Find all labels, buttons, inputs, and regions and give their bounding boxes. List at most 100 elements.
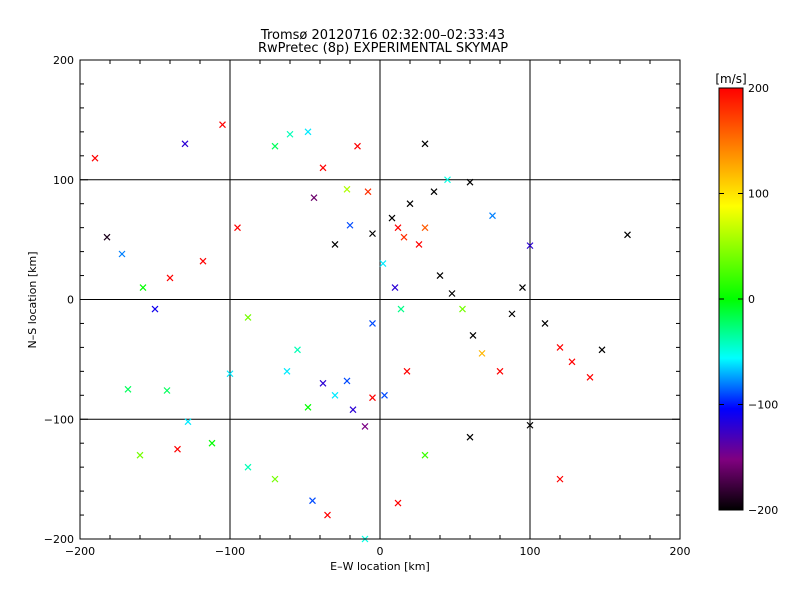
data-point	[568, 358, 576, 366]
data-point	[388, 214, 396, 222]
y-tick-label: −100	[44, 413, 74, 426]
data-point	[163, 387, 171, 394]
data-point	[421, 224, 429, 232]
data-point	[304, 128, 312, 136]
x-tick-label: −200	[65, 545, 95, 558]
data-point	[586, 373, 594, 381]
colorbar-tick-label: 100	[748, 188, 769, 201]
data-point	[283, 367, 291, 375]
data-point	[118, 250, 126, 258]
data-point	[364, 188, 372, 196]
data-point	[369, 320, 376, 327]
data-point	[294, 346, 301, 354]
data-point	[181, 140, 189, 148]
data-point	[391, 284, 399, 291]
data-point	[124, 385, 132, 393]
data-point	[556, 475, 564, 483]
data-point	[226, 370, 234, 378]
data-point	[556, 343, 564, 351]
data-point	[103, 233, 111, 241]
y-tick-label: 200	[53, 54, 74, 67]
colorbar-tick-label: 200	[748, 82, 769, 95]
chart-subtitle: RwPretec (8p) EXPERIMENTAL SKYMAP	[258, 41, 508, 56]
data-point	[136, 451, 144, 459]
data-point	[496, 367, 504, 375]
colorbar-tick-label: −200	[748, 504, 778, 517]
data-point	[343, 377, 351, 385]
colorbar-tick-label: −100	[748, 399, 778, 412]
data-point	[324, 511, 331, 519]
data-point	[354, 142, 361, 150]
data-point	[469, 332, 477, 339]
data-point	[174, 445, 181, 453]
data-point	[369, 230, 376, 238]
y-tick-label: 100	[53, 174, 74, 187]
data-point	[624, 231, 631, 239]
data-point	[478, 349, 486, 357]
data-point	[526, 242, 534, 250]
data-point	[508, 310, 516, 318]
data-point	[466, 178, 474, 186]
colorbar-tick-label: 0	[748, 293, 755, 306]
axes: −200 −100 0 100 200 −200 −100 0 100 200	[44, 54, 691, 558]
y-axis-label: N–S location [km]	[26, 251, 39, 348]
data-point	[219, 121, 226, 129]
data-point	[139, 284, 147, 291]
data-point	[598, 346, 606, 354]
data-point	[381, 391, 388, 399]
colorbar-label: [m/s]	[715, 72, 746, 86]
colorbar-ticks: 200 100 0 −100 −200	[719, 82, 778, 517]
data-point	[519, 284, 526, 291]
data-point	[436, 272, 444, 279]
x-tick-label: 100	[520, 545, 541, 558]
y-tick-label: −200	[44, 533, 74, 546]
data-point	[415, 240, 423, 248]
data-point	[166, 274, 174, 282]
data-points	[91, 121, 631, 543]
data-point	[394, 499, 402, 507]
data-point	[343, 185, 351, 193]
x-axis-label: E–W location [km]	[330, 560, 430, 573]
data-point	[430, 188, 438, 196]
x-tick-label: −100	[215, 545, 245, 558]
data-point	[369, 394, 376, 402]
data-point	[489, 212, 496, 220]
x-tick-label: 0	[377, 545, 384, 558]
data-point	[448, 290, 456, 297]
data-point	[319, 164, 327, 172]
data-point	[444, 176, 451, 184]
data-point	[271, 142, 279, 150]
data-point	[400, 233, 408, 241]
data-point	[361, 423, 369, 430]
data-point	[466, 433, 474, 441]
data-point	[271, 475, 279, 483]
data-point	[151, 305, 159, 313]
x-tick-label: 200	[670, 545, 691, 558]
data-point	[421, 140, 429, 148]
data-point	[406, 200, 414, 208]
chart-title: Tromsø 20120716 02:32:00–02:33:43	[260, 28, 505, 43]
data-point	[349, 406, 357, 414]
data-point	[91, 154, 99, 162]
data-point	[310, 194, 318, 202]
data-point	[459, 305, 466, 313]
data-point	[397, 305, 405, 313]
data-point	[403, 367, 411, 375]
data-point	[244, 314, 252, 321]
data-point	[244, 463, 252, 471]
data-point	[331, 240, 339, 248]
data-point	[184, 418, 192, 426]
data-point	[304, 403, 312, 411]
y-tick-label: 0	[67, 294, 74, 307]
data-point	[346, 221, 354, 229]
data-point	[394, 224, 402, 232]
data-point	[541, 320, 549, 327]
data-point	[319, 379, 327, 387]
data-point	[331, 391, 339, 399]
grid-lines	[80, 60, 680, 539]
data-point	[234, 224, 241, 232]
data-point	[379, 260, 387, 267]
data-point	[199, 257, 207, 265]
data-point	[208, 439, 216, 447]
